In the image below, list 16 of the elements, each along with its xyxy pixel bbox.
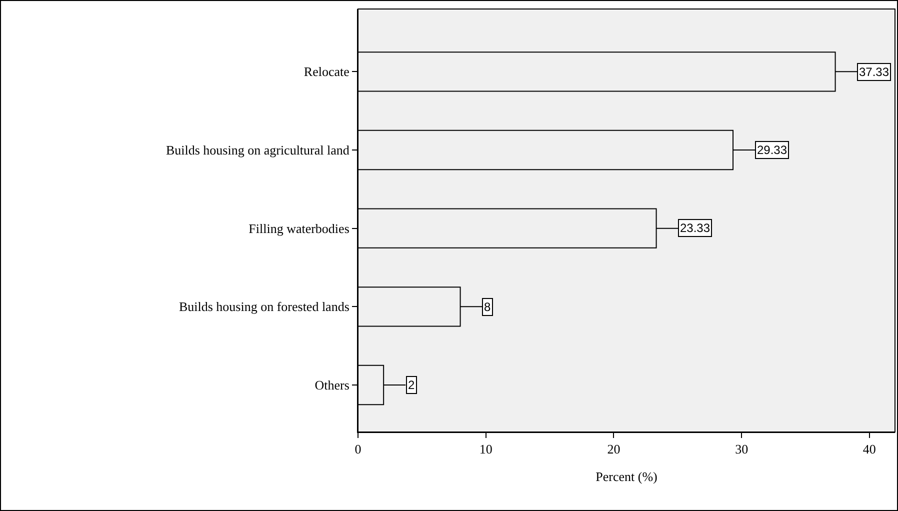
x-tick-label: 0 [354, 442, 362, 457]
y-tick-label: Builds housing on forested lands [178, 299, 350, 314]
data-label: 2 [408, 378, 415, 392]
data-label: 37.33 [859, 65, 890, 79]
y-tick-label: Builds housing on agricultural land [166, 142, 350, 158]
data-label: 8 [484, 300, 491, 314]
data-label: 29.33 [757, 143, 788, 157]
x-tick-label: 10 [479, 442, 492, 457]
y-tick-label: Relocate [304, 64, 350, 80]
y-tick-label: Filling waterbodies [248, 220, 350, 236]
x-tick-label: 40 [862, 442, 876, 457]
data-label: 23.33 [680, 221, 710, 235]
x-tick-label: 30 [735, 442, 748, 457]
x-axis-title: Percent (%) [596, 469, 658, 484]
x-tick-label: 20 [607, 442, 620, 457]
y-tick-label: Others [314, 378, 350, 393]
